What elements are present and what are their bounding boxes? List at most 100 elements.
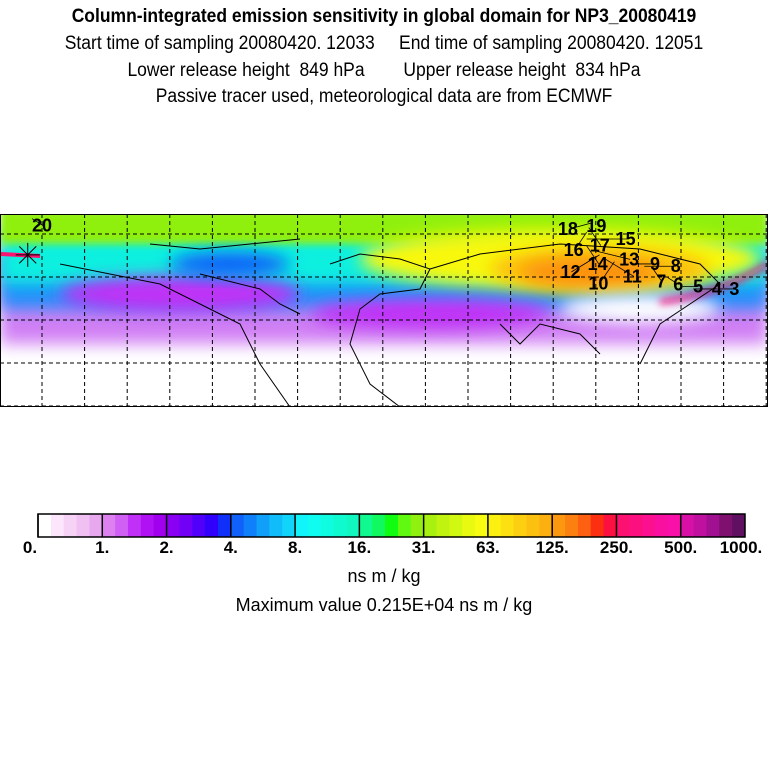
colorbar-swatch [205, 514, 219, 537]
release-height-line: Lower release height 849 hPa Upper relea… [127, 60, 641, 81]
colorbar-swatch [449, 514, 463, 537]
label-leader-line [599, 261, 615, 284]
coastlines [59, 238, 721, 407]
colorbar-swatch [359, 514, 373, 537]
colorbar-swatch [372, 514, 386, 537]
colorbar-swatch [577, 514, 592, 537]
colorbar-swatch [385, 514, 399, 537]
colorbar-tick-label: 8. [287, 538, 303, 557]
colorbar-swatch [115, 514, 129, 537]
label-leader-line [588, 227, 602, 246]
colorbar-swatch [38, 514, 52, 537]
colorbar-tick-label: 1. [95, 538, 110, 557]
colorbar-swatch [192, 514, 206, 537]
colorbar-swatch [500, 514, 515, 537]
colorbar-units: ns m / kg [347, 566, 421, 586]
colorbar-swatch [462, 514, 476, 537]
colorbar-swatch [89, 514, 103, 537]
colorbar-swatch [346, 514, 360, 537]
colorbar-frame [37, 513, 746, 538]
colorbar-swatch [590, 514, 605, 537]
trajectory-label: 15 [616, 229, 636, 249]
colorbar-swatch [655, 514, 669, 537]
colorbar-swatch [603, 514, 617, 537]
label-leader-line [652, 268, 663, 282]
colorbar-tick-label: 16. [347, 538, 372, 557]
colorbar-swatch [706, 514, 720, 537]
colorbar-swatch [436, 514, 450, 537]
label-leader-line [568, 222, 592, 230]
sampling-time-line: Start time of sampling 20080420. 12033 E… [64, 33, 704, 54]
label-leader-line [592, 249, 631, 260]
colorbar-swatch [513, 514, 527, 537]
trajectory-label: 12 [560, 262, 580, 282]
colorbar-swatch [642, 514, 656, 537]
colorbar-swatch [179, 514, 193, 537]
trajectory-label: 5 [693, 277, 703, 297]
colorbar-swatch [410, 514, 425, 537]
colorbar-swatch [616, 514, 630, 537]
colorbar-swatch [719, 514, 733, 537]
colorbar-tick-label: 4. [223, 538, 238, 557]
colorbar-swatch [565, 514, 579, 537]
colorbar-swatch [127, 514, 142, 537]
trajectory-label: 7 [656, 271, 666, 291]
colorbar-swatch [153, 514, 168, 537]
colorbar-swatch [217, 514, 232, 537]
colorbar-swatch [243, 514, 258, 537]
colorbar-tick-label: 63. [476, 538, 500, 557]
colorbar-swatch [693, 514, 707, 537]
colorbar-swatch [307, 514, 322, 537]
colorbar-swatch [423, 514, 437, 537]
colorbar-swatch [282, 514, 296, 537]
colorbar-tick-label: 31. [411, 538, 436, 557]
colorbar-swatch [102, 514, 116, 537]
colorbar-swatch [320, 514, 335, 537]
colorbar-swatch [397, 514, 412, 537]
colorbar-swatch [732, 514, 746, 537]
trajectory-label: 14 [588, 254, 608, 274]
colorbar-tick-label: 250. [599, 538, 633, 557]
trajectory-label: 13 [619, 249, 639, 269]
colorbar [37, 513, 746, 538]
colorbar-swatch [667, 514, 682, 537]
label-leader-line [667, 277, 679, 285]
colorbar-swatch [269, 514, 283, 537]
label-leader-line [586, 245, 599, 265]
trajectory-label: 6 [673, 275, 683, 295]
colorbar-swatch [50, 514, 65, 537]
colorbar-swatch [680, 514, 695, 537]
trajectory-label: 9 [650, 254, 660, 274]
label-leader-line [605, 259, 635, 277]
label-leaders [31, 218, 735, 290]
colorbar-swatch [475, 514, 489, 537]
trajectory-label: 3 [729, 279, 739, 299]
sensitivity-field [1, 215, 767, 406]
plot-title: Column-integrated emission sensitivity i… [71, 6, 697, 27]
label-leader-line [574, 231, 587, 251]
colorbar-swatch [166, 514, 180, 537]
colorbar-swatch [256, 514, 270, 537]
trajectory-label: 18 [558, 219, 578, 239]
colorbar-swatch [526, 514, 540, 537]
colorbar-swatch [539, 514, 553, 537]
colorbar-tick-label: 125. [535, 538, 569, 557]
colorbar-tick-label: 500. [664, 538, 698, 557]
colorbar-tick-label: 1000. [719, 538, 763, 557]
trajectory-label: 20 [32, 216, 52, 236]
label-leader-line [31, 218, 44, 226]
colorbar-swatch [487, 514, 502, 537]
trajectory-label: 10 [588, 274, 608, 294]
colorbar-swatch [333, 514, 348, 537]
trajectory-label: 11 [623, 266, 642, 286]
trajectory-label: 19 [586, 216, 606, 236]
colorbar-swatch [629, 514, 643, 537]
tracer-info-line: Passive tracer used, meteorological data… [155, 86, 613, 107]
colorbar-tick-label: 2. [159, 538, 174, 557]
sensitivity-map: 20 19 18 17 16 15 14 13 12 11 10 9 87 6 5 4 3 [0, 214, 768, 407]
colorbar-swatch [63, 514, 78, 537]
release-site-marker [15, 242, 40, 267]
label-leader-line [571, 254, 600, 273]
trajectory-label: 4 [712, 279, 722, 299]
colorbar-swatch [140, 514, 155, 537]
